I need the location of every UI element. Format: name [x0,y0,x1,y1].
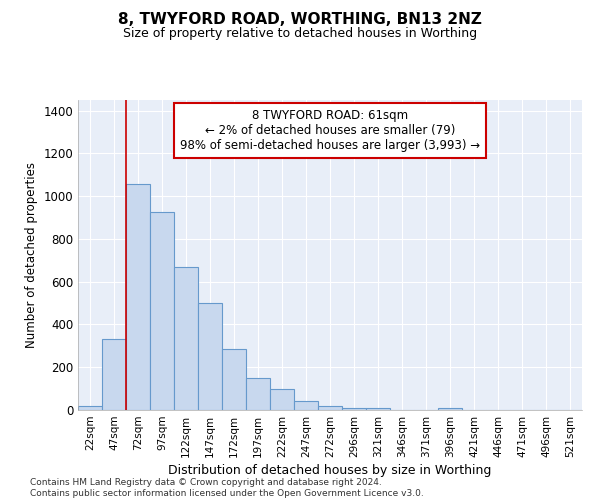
Bar [126,184,150,410]
Text: 8 TWYFORD ROAD: 61sqm
← 2% of detached houses are smaller (79)
98% of semi-detac: 8 TWYFORD ROAD: 61sqm ← 2% of detached h… [180,110,480,152]
X-axis label: Distribution of detached houses by size in Worthing: Distribution of detached houses by size … [169,464,491,477]
Bar [102,340,126,410]
Bar [342,408,366,410]
Bar [246,378,270,410]
Text: 8, TWYFORD ROAD, WORTHING, BN13 2NZ: 8, TWYFORD ROAD, WORTHING, BN13 2NZ [118,12,482,28]
Bar [438,408,462,410]
Bar [318,406,342,410]
Bar [294,402,318,410]
Y-axis label: Number of detached properties: Number of detached properties [25,162,38,348]
Bar [198,303,222,410]
Bar [270,388,294,410]
Bar [150,212,174,410]
Bar [78,406,102,410]
Bar [174,267,198,410]
Text: Contains HM Land Registry data © Crown copyright and database right 2024.
Contai: Contains HM Land Registry data © Crown c… [30,478,424,498]
Bar [366,408,390,410]
Bar [222,349,246,410]
Text: Size of property relative to detached houses in Worthing: Size of property relative to detached ho… [123,28,477,40]
